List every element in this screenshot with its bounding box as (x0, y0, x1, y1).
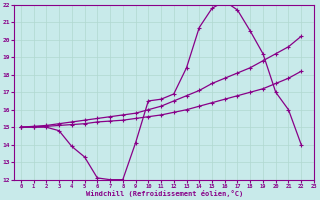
X-axis label: Windchill (Refroidissement éolien,°C): Windchill (Refroidissement éolien,°C) (85, 190, 243, 197)
